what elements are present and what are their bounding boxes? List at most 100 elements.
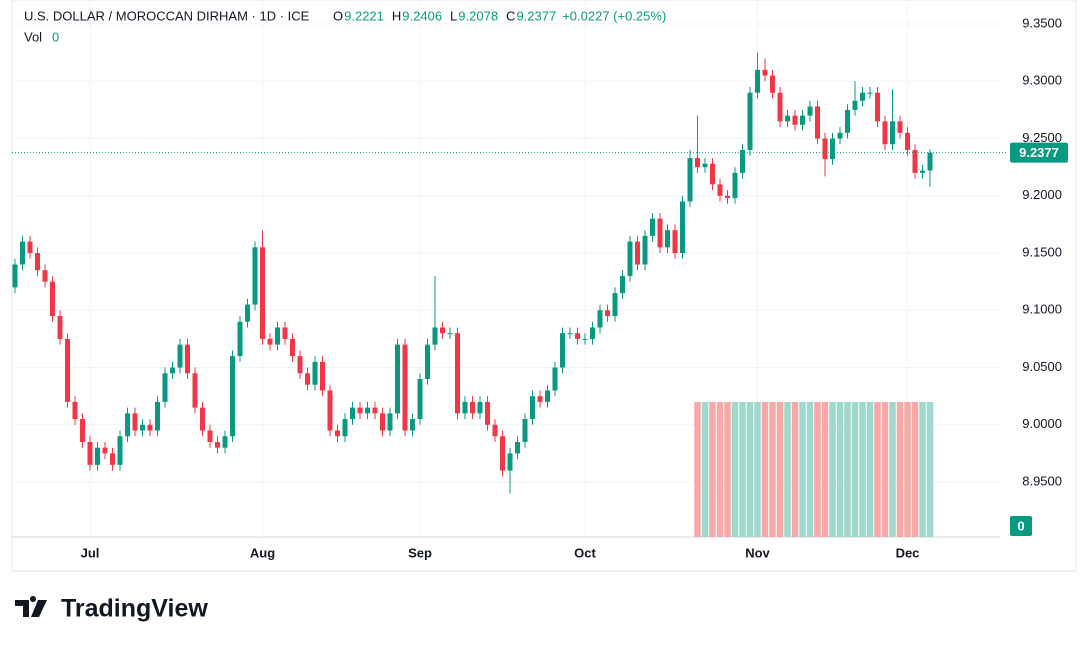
candle-body [177,344,183,368]
candle-body [132,413,138,431]
candle-body [762,69,768,76]
ohlc-value: 9.2221 [344,8,384,23]
x-tick-label: Jul [81,545,100,560]
ohlc-value: 9.2078 [458,8,498,23]
volume-axis-label: 0 [1017,518,1024,533]
candle-body [260,247,265,339]
candle-body [387,413,393,431]
volume [694,402,934,537]
candle-body [845,109,850,133]
candle-body [522,419,528,442]
candle-body [297,356,303,374]
candle-body [200,407,205,431]
volume-bar [821,402,829,537]
candle-body [882,121,888,145]
candle-body [725,195,730,199]
volume-bar [776,402,784,537]
candle-body [470,401,475,414]
ohlc-letter: C [506,8,515,23]
ohlc-value: 9.2377 [516,8,556,23]
candle-body [410,419,415,431]
candle-body [530,396,535,420]
candle-body [740,149,745,173]
last-price-box [1010,142,1068,163]
y-tick-label: 9.1000 [1022,302,1062,317]
x-tick-label: Sep [408,545,432,560]
candle-body [890,121,895,145]
volume-bar [926,402,934,537]
ohlc-letter: L [450,8,457,23]
candle-body [110,453,115,465]
volume-bar [866,402,874,537]
candle-body [462,401,468,414]
candle-body [125,413,130,437]
change-value: +0.0227 (+0.25%) [562,8,666,23]
y-tick-label: 9.2500 [1022,130,1062,145]
y-tick-label: 9.3500 [1022,15,1062,30]
candle-body [702,163,708,168]
candle-body [560,333,565,368]
volume-box [1010,516,1032,536]
candle-body [282,327,288,339]
candle-body [837,132,843,139]
candle-body [605,310,610,317]
volume-bar [746,402,754,537]
chart-frame [11,0,1077,572]
candle-body [147,424,153,431]
candle-body [12,264,18,288]
candle-body [545,390,550,402]
candle-body [192,373,198,408]
candle-body [395,344,400,414]
y-tick-label: 9.3000 [1022,73,1062,88]
volume-bar [814,402,821,537]
candle-body [162,373,168,402]
candle-body [417,378,423,420]
candle-body [642,235,648,265]
candle-body [627,241,633,276]
candle-body [320,361,325,391]
brand-name: TradingView [61,595,208,623]
candle-body [747,92,753,150]
candle-body [852,100,858,110]
volume-bar [904,402,911,537]
x-tick-label: Dec [896,545,920,560]
candle-body [312,361,318,385]
volume-bar [889,402,896,537]
candle-body [365,407,370,414]
volume-bar [701,402,709,537]
volume-bar [896,402,904,537]
candle-body [650,218,655,236]
candle-body [72,401,78,420]
volume-bar [919,402,926,537]
volume-bar [694,402,701,537]
candle-body [590,327,595,339]
volume-value: 0 [52,29,59,44]
ohlc-legend: O 9.2221 H 9.2406 L 9.2078 C 9.2377 +0.0227 (+0.… [333,8,666,23]
volume-bar [731,402,739,537]
candle-body [357,407,363,414]
candle-body [807,106,813,116]
volume-bar [716,402,724,537]
candle-body [687,158,693,202]
candle-body [372,407,378,414]
candle-body [875,92,880,122]
axes: 8.9500 9.0000 9.0500 9.1000 9.1500 9.2000 9.25… [12,15,1068,560]
candle-body [222,436,228,448]
candle-body [252,247,258,305]
candle-body [927,152,933,171]
candle-body [537,396,543,402]
y-tick-label: 9.0000 [1022,416,1062,431]
candle-body [770,75,775,93]
candle-body [792,115,798,125]
volume-bar [829,402,836,537]
candle-body [102,447,108,454]
volume-bar [911,402,919,537]
volume-bar [881,402,889,537]
volume-bar [791,402,799,537]
candle-body [380,413,385,431]
candle-body [350,407,355,420]
candle-body [755,69,760,93]
candle-body [65,338,70,402]
candle-body [42,270,48,282]
candle-body [867,92,873,94]
